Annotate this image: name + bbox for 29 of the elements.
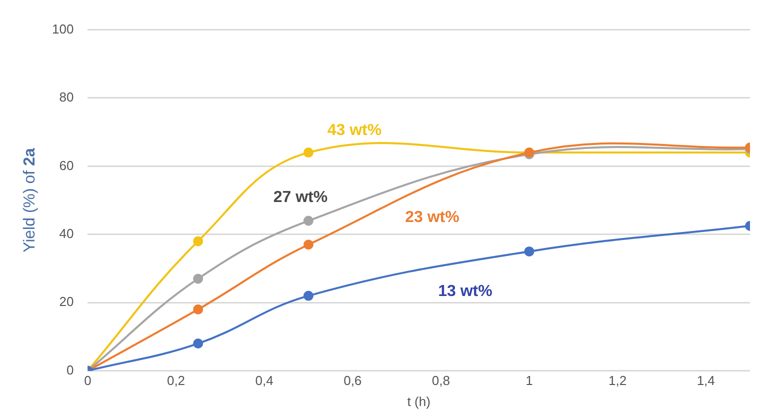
x-tick-label: 0,4 xyxy=(255,373,274,388)
x-tick-label: 1 xyxy=(526,373,533,388)
point xyxy=(193,304,204,314)
y-tick-label: 20 xyxy=(59,294,74,310)
point xyxy=(303,216,314,226)
x-axis-title: t (h) xyxy=(407,394,430,409)
point xyxy=(193,338,204,349)
x-tick-label: 1,2 xyxy=(608,373,627,388)
series-label: 13 wt% xyxy=(438,282,492,300)
point xyxy=(303,290,314,301)
y-tick-label: 0 xyxy=(66,362,74,378)
point xyxy=(524,246,534,256)
point xyxy=(303,148,314,158)
point xyxy=(303,240,314,250)
point xyxy=(193,274,204,284)
x-tick-label: 1,4 xyxy=(696,373,715,388)
x-tick-label: 0 xyxy=(84,373,92,388)
y-tick-label: 100 xyxy=(52,21,74,36)
series-label: 27 wt% xyxy=(273,189,328,206)
x-tick-label: 0,2 xyxy=(166,373,186,388)
x-tick-label: 0,6 xyxy=(344,373,362,388)
y-tick-label: 80 xyxy=(59,90,74,105)
x-tick-label: 0,8 xyxy=(432,373,450,388)
y-axis-title: Yield (%) of 2a xyxy=(21,148,38,252)
series-label: 23 wt% xyxy=(405,208,460,226)
series-label: 43 wt% xyxy=(327,122,382,139)
point xyxy=(193,236,204,246)
y-tick-label: 60 xyxy=(59,158,74,173)
y-tick-label: 40 xyxy=(59,226,74,241)
